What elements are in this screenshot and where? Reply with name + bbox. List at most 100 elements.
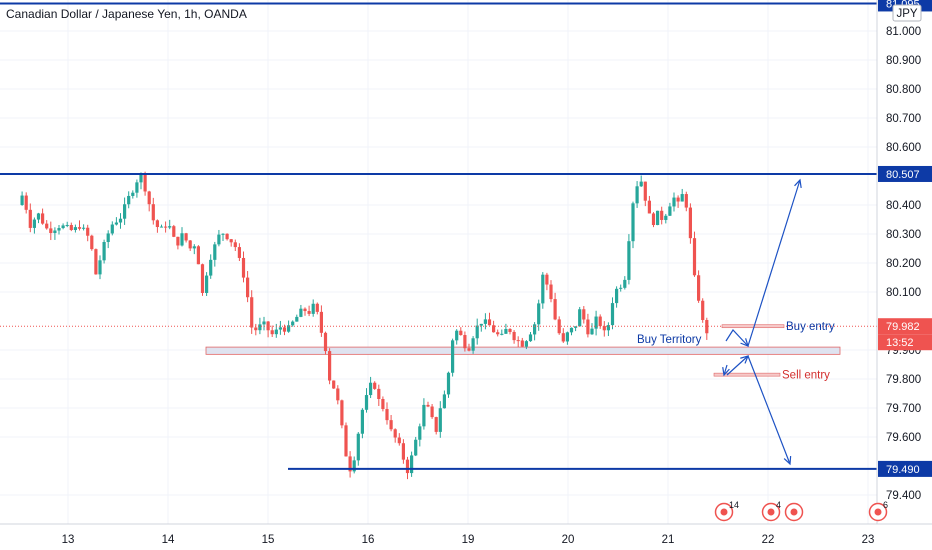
- candle-body: [287, 325, 291, 332]
- candle-body: [159, 226, 164, 228]
- bearish-entry-tick-head: [722, 367, 730, 377]
- candle-body: [258, 324, 262, 331]
- buy-entry-marker: [721, 324, 785, 329]
- event-marker-icon[interactable]: [784, 502, 804, 522]
- candle-body: [672, 197, 676, 207]
- candle-body: [200, 264, 205, 293]
- candle-body: [184, 233, 188, 241]
- buy-territory-zone: [205, 346, 841, 355]
- candle-body: [438, 408, 442, 432]
- candle-body: [397, 437, 401, 444]
- candle-body: [684, 194, 688, 208]
- currency-box[interactable]: [892, 4, 922, 22]
- y-tick-label: 79.600: [886, 432, 921, 444]
- candle-body: [479, 323, 483, 326]
- event-marker-icon[interactable]: 6: [868, 500, 889, 522]
- y-tick-label: 81.000: [886, 26, 921, 38]
- candle-body: [323, 332, 328, 352]
- candle-body: [118, 218, 123, 223]
- y-tick-label: 80.700: [886, 113, 921, 125]
- candle-body: [463, 335, 467, 349]
- candle-body: [606, 325, 610, 331]
- candle-body: [188, 240, 192, 249]
- candle-body: [467, 348, 471, 351]
- candle-body: [381, 399, 385, 410]
- candle-body: [360, 409, 364, 434]
- support-price-badge-text: 79.490: [886, 464, 920, 476]
- candle-body: [619, 287, 623, 289]
- y-tick-label: 79.700: [886, 403, 921, 415]
- time-axis-background[interactable]: [0, 524, 932, 550]
- candle-body: [65, 224, 69, 226]
- event-dot: [790, 508, 798, 516]
- candle-body: [303, 308, 307, 312]
- candle-body: [168, 226, 172, 228]
- event-marker-icon[interactable]: 14: [714, 500, 740, 522]
- x-tick-label: 19: [462, 534, 475, 546]
- candle-body: [656, 210, 660, 226]
- x-tick-label: 16: [362, 534, 375, 546]
- candle-body: [430, 406, 434, 418]
- candle-body: [336, 388, 340, 401]
- bullish-pullback-arrow: [725, 329, 749, 347]
- y-tick-label: 80.600: [886, 142, 921, 154]
- candle-body: [483, 319, 487, 324]
- candle-body: [561, 333, 565, 342]
- candle-body: [541, 274, 545, 304]
- candle-body: [32, 219, 36, 228]
- candle-body: [319, 311, 323, 333]
- candle-body: [49, 228, 53, 234]
- candle-body: [676, 197, 680, 202]
- event-count: 4: [776, 500, 781, 510]
- bearish-target-arrow: [747, 355, 791, 465]
- candle-body: [492, 325, 496, 333]
- candle-body: [623, 279, 627, 288]
- candle-body: [475, 325, 479, 339]
- candle-body: [217, 234, 221, 245]
- candle-body: [377, 388, 381, 400]
- candle-body: [405, 459, 410, 474]
- event-marker-icon[interactable]: 4: [761, 500, 782, 522]
- candle-body: [549, 284, 553, 300]
- candle-body: [82, 227, 86, 229]
- candle-body: [389, 420, 393, 430]
- x-tick-label: 20: [562, 534, 575, 546]
- x-tick-label: 13: [62, 534, 75, 546]
- candle-body: [598, 316, 602, 327]
- candle-body: [705, 320, 709, 334]
- price-axis-background[interactable]: [877, 0, 932, 524]
- resistance-price-badge-text: 80.507: [886, 169, 920, 181]
- candle-body: [282, 327, 287, 332]
- candle-body: [639, 181, 643, 187]
- buy-territory-label: Buy Territory: [637, 334, 702, 346]
- candle-body: [697, 275, 701, 301]
- candle-body: [610, 303, 615, 326]
- price-axis-ticks: 81.000 80.900 80.800 80.700 80.600 80.400 80.3…: [886, 26, 921, 502]
- candle-body: [90, 235, 94, 250]
- candle-body: [127, 195, 131, 205]
- y-tick-label: 79.800: [886, 374, 921, 386]
- candle-body: [537, 303, 541, 325]
- candle-body: [631, 203, 635, 242]
- candle-body: [393, 429, 397, 438]
- candle-body: [123, 204, 127, 219]
- candles: [20, 171, 709, 480]
- candle-body: [307, 311, 311, 314]
- candle-body: [192, 246, 196, 249]
- candle-body: [332, 380, 336, 389]
- candle-body: [594, 316, 598, 329]
- candle-body: [241, 257, 246, 278]
- candle-body: [53, 230, 57, 234]
- candle-body: [270, 330, 274, 335]
- event-markers[interactable]: 14 4 6: [714, 500, 889, 522]
- candle-body: [565, 332, 569, 342]
- chart-title: Canadian Dollar / Japanese Yen, 1h, OAND…: [6, 7, 247, 21]
- candle-body: [73, 227, 77, 231]
- candle-body: [143, 174, 147, 192]
- overlay-layer: Buy entry Sell entry Buy Territory: [0, 2, 877, 470]
- candle-body: [643, 181, 647, 201]
- candle-body: [221, 233, 225, 235]
- candle-body: [225, 233, 229, 240]
- candle-body: [164, 226, 168, 228]
